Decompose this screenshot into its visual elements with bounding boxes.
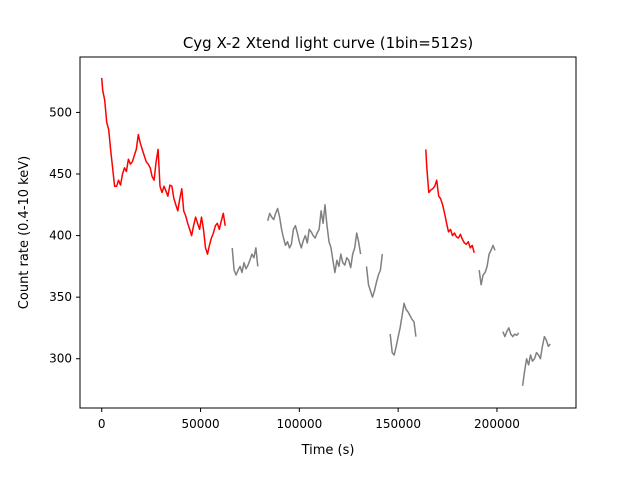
series-1-segment-6 <box>521 335 551 386</box>
y-tick-label: 350 <box>49 290 72 304</box>
x-axis-label: Time (s) <box>301 443 355 458</box>
series-1-segment-0 <box>231 247 259 276</box>
y-axis: 300 350 400 450 500 <box>49 105 80 366</box>
x-tick-label: 50000 <box>181 417 219 431</box>
series-layer <box>100 77 551 386</box>
chart-title: Cyg X-2 Xtend light curve (1bin=512s) <box>183 34 473 52</box>
series-1-segment-2 <box>365 254 384 298</box>
series-1-segment-1 <box>266 204 362 274</box>
plot-frame <box>79 56 577 409</box>
series-1-segment-3 <box>389 302 417 356</box>
series-0-segment-1 <box>425 149 475 253</box>
x-tick-label: 150000 <box>375 417 421 431</box>
x-axis: 0 50000 100000 150000 200000 <box>98 408 520 431</box>
series-1-segment-5 <box>502 327 520 338</box>
x-tick-label: 200000 <box>474 417 520 431</box>
series-1-segment-4 <box>478 244 496 286</box>
y-tick-label: 450 <box>49 167 72 181</box>
x-tick-label: 100000 <box>276 417 322 431</box>
y-tick-label: 400 <box>49 229 72 243</box>
series-0-segment-0 <box>100 77 226 255</box>
y-axis-label: Count rate (0.4-10 keV) <box>17 156 32 309</box>
y-tick-label: 300 <box>49 352 72 366</box>
x-tick-label: 0 <box>98 417 106 431</box>
y-tick-label: 500 <box>49 105 72 119</box>
